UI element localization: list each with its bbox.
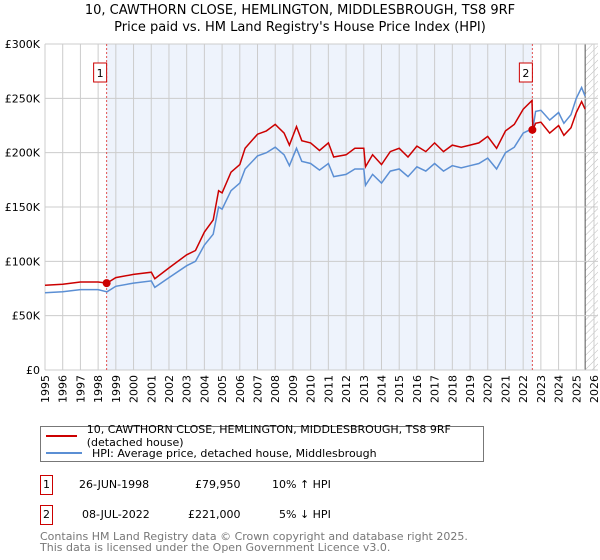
y-tick-label: £100K (5, 255, 41, 268)
x-tick-label: 1998 (92, 375, 105, 403)
x-tick-label: 2012 (340, 375, 353, 403)
transaction-hpi: 5% ↓ HPI (279, 508, 331, 521)
x-tick-label: 2005 (216, 375, 229, 403)
footer-copyright: Contains HM Land Registry data © Crown c… (40, 530, 468, 543)
x-tick-label: 2000 (128, 375, 141, 403)
x-tick-label: 2013 (358, 375, 371, 403)
chart-subtitle: Price paid vs. HM Land Registry's House … (114, 20, 486, 35)
red-line-swatch (46, 435, 77, 437)
x-tick-label: 2020 (482, 375, 495, 403)
x-tick-label: 1995 (39, 375, 52, 403)
marker-badge: 1 (40, 475, 53, 495)
marker-badge: 2 (40, 505, 53, 525)
blue-line-swatch (46, 452, 82, 454)
legend: 10, CAWTHORN CLOSE, HEMLINGTON, MIDDLESB… (40, 423, 484, 462)
price-chart: 1995 1996 1997 1998 1999 2000 2001 2002 2003 2004… (5, 38, 600, 403)
x-tick-label: 2022 (517, 375, 530, 403)
x-tick-label: 2007 (252, 375, 265, 403)
transaction-price: £79,950 (195, 478, 241, 491)
legend-label: 10, CAWTHORN CLOSE, HEMLINGTON, MIDDLESB… (86, 423, 451, 449)
x-tick-label: 2019 (464, 375, 477, 403)
sale-label-box (518, 62, 533, 83)
y-tick-label: £300K (5, 38, 41, 51)
sale-label: 1 (97, 67, 104, 80)
y-tick-label: £200K (5, 147, 41, 160)
x-tick-label: 2017 (429, 375, 442, 403)
x-tick-label: 2016 (411, 375, 424, 403)
y-tick-label: £250K (5, 92, 41, 105)
legend-item-property: 10, CAWTHORN CLOSE, HEMLINGTON, MIDDLESB… (46, 423, 483, 449)
x-tick-label: 2024 (553, 375, 566, 403)
x-tick-label: 2004 (198, 375, 211, 403)
y-tick-label: £0 (26, 364, 40, 377)
sale-label: 2 (522, 67, 529, 80)
transaction-price: £221,000 (188, 508, 241, 521)
x-tick-label: 2026 (588, 375, 600, 403)
legend-label: HPI: Average price, detached house, Midd… (92, 446, 377, 460)
x-tick-label: 2006 (234, 375, 247, 403)
legend-item-hpi: HPI: Average price, detached house, Midd… (46, 445, 377, 461)
x-tick-label: 1996 (57, 375, 70, 403)
x-tick-label: 1997 (74, 375, 87, 403)
x-tick-label: 2002 (163, 375, 176, 403)
x-tick-label: 2003 (181, 375, 194, 403)
x-tick-label: 2009 (287, 375, 300, 403)
x-tick-label: 2001 (145, 375, 158, 403)
sale-label-box (93, 62, 108, 83)
x-tick-label: 2021 (499, 375, 512, 403)
x-tick-label: 2023 (535, 375, 548, 403)
x-tick-label: 2011 (322, 375, 335, 403)
x-tick-label: 2014 (375, 375, 388, 403)
footer-licence: This data is licensed under the Open Gov… (40, 541, 391, 554)
x-tick-label: 2010 (305, 375, 318, 403)
sale-point (528, 125, 537, 134)
x-tick-label: 2025 (570, 375, 583, 403)
y-tick-label: £50K (12, 310, 41, 323)
property-price-line (44, 98, 586, 286)
x-tick-label: 2008 (269, 375, 282, 403)
x-tick-label: 2015 (393, 375, 406, 403)
y-tick-label: £150K (5, 201, 41, 214)
x-tick-label: 2018 (446, 375, 459, 403)
transaction-date: 26-JUN-1998 (79, 478, 150, 491)
sale-point (102, 279, 111, 288)
transaction-date: 08-JUL-2022 (82, 508, 150, 521)
x-tick-label: 1999 (110, 375, 123, 403)
chart-title: 10, CAWTHORN CLOSE, HEMLINGTON, MIDDLESB… (84, 3, 516, 18)
transaction-hpi: 10% ↑ HPI (272, 478, 331, 491)
